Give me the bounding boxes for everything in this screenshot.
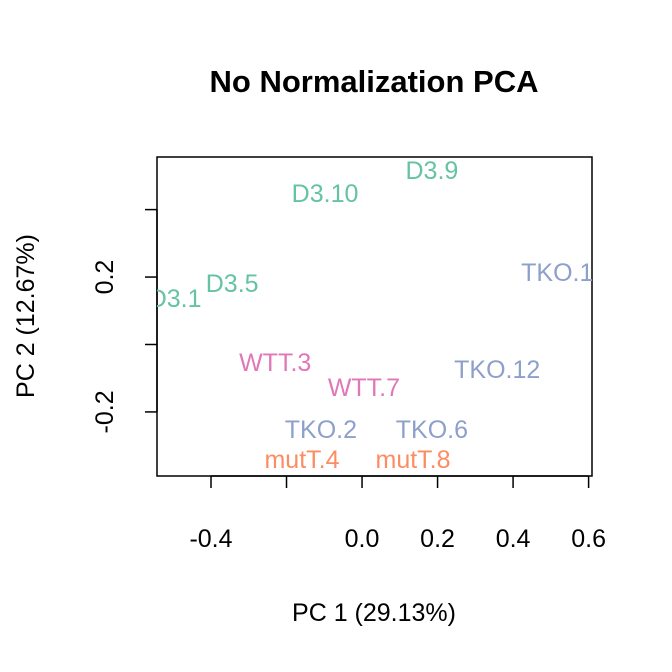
x-axis: -0.4 0.0 0.2 0.4 0.6: [189, 475, 606, 553]
x-tick-label: 0.6: [571, 525, 606, 553]
point-label-wtt-3: WTT.3: [239, 349, 311, 377]
x-tick-label: 0.2: [420, 525, 455, 553]
x-tick-label: 0.4: [496, 525, 531, 553]
point-label-mutt-8: mutT.8: [376, 446, 451, 474]
y-axis-label: PC 2 (12.67%): [12, 234, 40, 398]
y-axis: -0.2 0.2: [91, 208, 158, 433]
point-label-tko-12: TKO.12: [454, 356, 540, 384]
point-labels: D3.9 D3.10 D3.5D3.1 TKO.1 TKO.12 WTT.3 WTT.7 TK…: [149, 157, 593, 474]
point-label-tko-1: TKO.1: [521, 259, 593, 287]
plot-box: [156, 156, 593, 477]
x-axis-label: PC 1 (29.13%): [292, 599, 456, 627]
point-label-tko-6: TKO.6: [396, 416, 468, 444]
y-tick-label: 0.2: [91, 260, 119, 295]
point-label-wtt-7: WTT.7: [328, 374, 400, 402]
point-label-d3-1: D3.1: [149, 285, 202, 313]
point-label-mutt-4: mutT.4: [264, 446, 339, 474]
x-tick-label: -0.4: [189, 525, 232, 553]
chart-title: No Normalization PCA: [210, 64, 539, 99]
point-label-d3-5: D3.5: [206, 270, 259, 298]
point-label-tko-2: TKO.2: [285, 416, 357, 444]
y-tick-label: -0.2: [91, 390, 119, 433]
point-label-d3-10: D3.10: [292, 180, 359, 208]
x-tick-label: 0.0: [345, 525, 380, 553]
point-label-d3-9: D3.9: [405, 157, 458, 185]
